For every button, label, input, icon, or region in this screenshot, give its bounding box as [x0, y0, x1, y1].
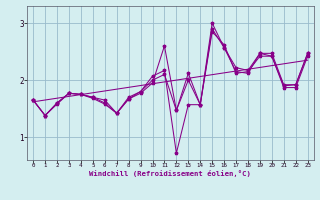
X-axis label: Windchill (Refroidissement éolien,°C): Windchill (Refroidissement éolien,°C) — [90, 170, 251, 177]
